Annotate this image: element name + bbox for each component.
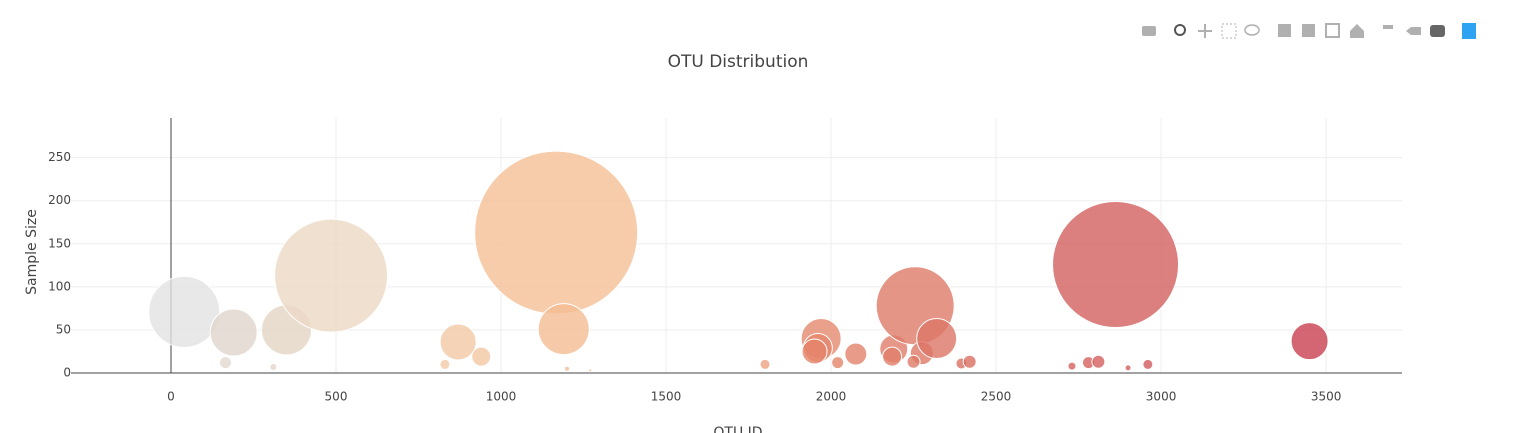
zoom-in-button[interactable] bbox=[1278, 24, 1291, 37]
autoscale-button[interactable] bbox=[1325, 23, 1340, 38]
bubble bbox=[269, 362, 278, 371]
zoom-out-button[interactable] bbox=[1302, 24, 1315, 37]
y-tick-label: 250 bbox=[48, 150, 71, 164]
bubble bbox=[1142, 358, 1154, 370]
y-tick-label: 100 bbox=[48, 279, 71, 293]
x-tick-label: 1000 bbox=[486, 390, 517, 404]
x-tick-label: 2500 bbox=[981, 390, 1012, 404]
bubble bbox=[588, 368, 593, 373]
y-tick-label: 200 bbox=[48, 193, 71, 207]
x-tick-label: 3500 bbox=[1311, 390, 1342, 404]
y-tick-label: 50 bbox=[56, 322, 71, 336]
lasso-button[interactable] bbox=[1244, 24, 1260, 36]
bubble bbox=[218, 356, 232, 370]
camera-button[interactable] bbox=[1142, 26, 1156, 36]
bubble bbox=[1052, 200, 1180, 328]
bubble bbox=[148, 275, 221, 348]
hover-closest-button[interactable] bbox=[1406, 27, 1421, 35]
x-axis-title: OTU ID bbox=[713, 425, 762, 433]
bubble bbox=[906, 354, 921, 369]
y-tick-label: 150 bbox=[48, 236, 71, 250]
y-axis-title: Sample Size bbox=[24, 209, 40, 295]
hover-compare-button[interactable] bbox=[1430, 25, 1445, 37]
bubble bbox=[471, 346, 492, 367]
bubble bbox=[1091, 354, 1106, 369]
bubble bbox=[209, 308, 258, 357]
bubble bbox=[801, 338, 828, 365]
bubble bbox=[537, 303, 590, 356]
bubble bbox=[916, 318, 958, 360]
bubble bbox=[844, 342, 868, 366]
spike-button[interactable] bbox=[1383, 25, 1393, 29]
x-tick-label: 0 bbox=[167, 390, 175, 404]
box-select-button[interactable] bbox=[1221, 23, 1237, 39]
reset-button[interactable] bbox=[1350, 24, 1364, 38]
bubble bbox=[274, 218, 389, 333]
x-tick-label: 1500 bbox=[651, 390, 682, 404]
plotly-logo[interactable] bbox=[1462, 23, 1476, 39]
bubble bbox=[962, 354, 977, 369]
bubble bbox=[439, 323, 477, 361]
bubble bbox=[1067, 361, 1077, 371]
zoom-button[interactable] bbox=[1174, 24, 1186, 36]
bubble bbox=[474, 150, 639, 315]
bubble bbox=[759, 358, 771, 370]
x-tick-label: 500 bbox=[325, 390, 348, 404]
modebar[interactable] bbox=[1142, 23, 1476, 39]
bubble bbox=[831, 356, 845, 370]
x-tick-label: 3000 bbox=[1146, 390, 1177, 404]
bubble bbox=[564, 365, 571, 372]
pan-button[interactable] bbox=[1198, 24, 1212, 38]
bubble bbox=[882, 346, 903, 367]
bubbles bbox=[148, 150, 1329, 373]
bubble bbox=[1124, 364, 1132, 372]
y-tick-label: 0 bbox=[63, 366, 71, 380]
bubble bbox=[1290, 322, 1329, 361]
chart-title: OTU Distribution bbox=[668, 52, 809, 72]
bubble bbox=[439, 358, 451, 370]
x-tick-label: 2000 bbox=[816, 390, 847, 404]
